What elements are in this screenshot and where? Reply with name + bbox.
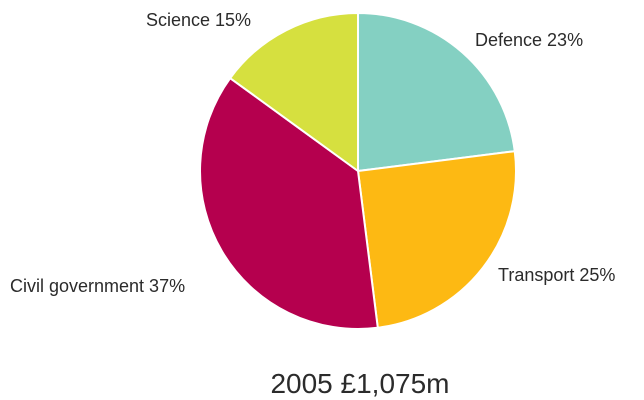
chart-title: 2005 £1,075m bbox=[270, 368, 449, 399]
pie-labels: Defence 23% Transport 25% Civil governme… bbox=[10, 10, 615, 296]
slice-label-defence: Defence 23% bbox=[475, 30, 583, 50]
slice-label-civil-government: Civil government 37% bbox=[10, 276, 185, 296]
pie-slice-defence bbox=[357, 11, 516, 173]
pie-slice-transport bbox=[356, 150, 517, 329]
pie-slices bbox=[199, 11, 517, 330]
slice-label-science: Science 15% bbox=[146, 10, 251, 30]
pie-slice-science bbox=[228, 11, 359, 173]
slice-label-transport: Transport 25% bbox=[498, 265, 615, 285]
pie-slice-civil-government bbox=[199, 76, 379, 330]
